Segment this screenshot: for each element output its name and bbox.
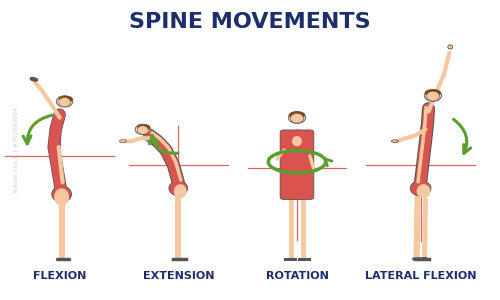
Ellipse shape — [290, 113, 304, 123]
Ellipse shape — [410, 181, 431, 196]
Text: EXTENSION: EXTENSION — [142, 271, 214, 281]
Ellipse shape — [424, 90, 442, 101]
Ellipse shape — [120, 140, 126, 142]
Text: LATERAL FLEXION: LATERAL FLEXION — [365, 271, 476, 281]
Ellipse shape — [169, 181, 188, 196]
Text: FLEXION: FLEXION — [33, 271, 86, 281]
Ellipse shape — [288, 112, 306, 123]
Ellipse shape — [392, 140, 398, 142]
Ellipse shape — [448, 45, 452, 49]
Ellipse shape — [425, 89, 441, 97]
Ellipse shape — [138, 126, 148, 134]
Text: Adobe Stock | #702060084: Adobe Stock | #702060084 — [14, 107, 19, 193]
Ellipse shape — [52, 186, 72, 202]
Ellipse shape — [292, 136, 302, 146]
Ellipse shape — [174, 184, 186, 198]
Text: SPINE MOVEMENTS: SPINE MOVEMENTS — [129, 12, 371, 32]
Ellipse shape — [426, 91, 440, 101]
Ellipse shape — [135, 124, 150, 135]
Ellipse shape — [54, 188, 69, 206]
Ellipse shape — [138, 124, 150, 131]
Ellipse shape — [56, 96, 73, 107]
FancyBboxPatch shape — [280, 130, 314, 200]
Ellipse shape — [58, 96, 73, 103]
Ellipse shape — [289, 111, 305, 119]
Ellipse shape — [58, 98, 70, 107]
Ellipse shape — [30, 78, 38, 81]
Text: ROTATION: ROTATION — [266, 271, 328, 281]
Ellipse shape — [416, 184, 430, 198]
